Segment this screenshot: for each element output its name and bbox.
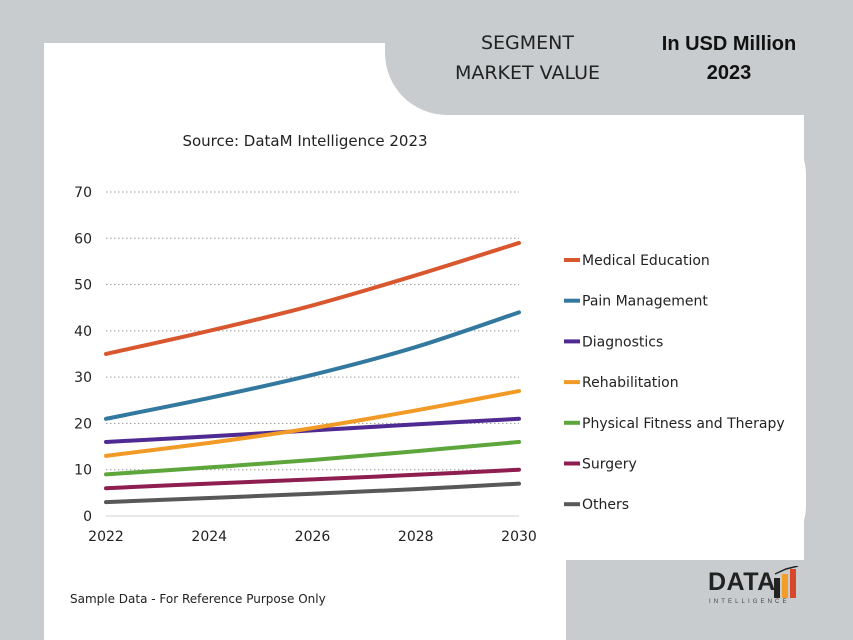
y-tick-label-10: 10 (74, 463, 92, 479)
segment-title-line-1: SEGMENT (480, 32, 574, 54)
x-tick-label-2026: 2026 (295, 529, 331, 545)
series-line-5 (104, 467, 521, 491)
series-line-3 (104, 389, 521, 458)
logo-bars-icon (774, 566, 799, 598)
legend-label-1: Pain Management (582, 294, 708, 310)
x-tick-label-2028: 2028 (398, 529, 434, 545)
series-line-1 (104, 310, 521, 421)
x-tick-label-2022: 2022 (88, 529, 124, 545)
y-tick-label-60: 60 (74, 231, 92, 247)
y-tick-label-20: 20 (74, 416, 92, 432)
legend-panel (566, 115, 806, 565)
y-tick-label-50: 50 (74, 278, 92, 294)
legend-label-6: Others (582, 497, 629, 513)
series-lines (104, 240, 521, 505)
legend-label-4: Physical Fitness and Therapy (582, 416, 785, 432)
y-axis-ticks: 0 10 20 30 40 50 60 70 (74, 185, 92, 525)
unit-title: In USD Million 2023 (648, 30, 810, 88)
x-axis-ticks: 2022 2024 2026 2028 2030 (88, 529, 537, 545)
legend-label-0: Medical Education (582, 253, 710, 269)
header-panel (385, 0, 853, 115)
source-note: Source: DataM Intelligence 2023 (182, 132, 428, 150)
legend: Medical Education Pain Management Diagnost… (564, 253, 785, 513)
footnote: Sample Data - For Reference Purpose Only (70, 592, 326, 606)
legend-label-2: Diagnostics (582, 334, 663, 350)
legend-label-3: Rehabilitation (582, 375, 679, 391)
series-line-6 (104, 481, 521, 505)
y-tick-label-30: 30 (74, 370, 92, 386)
segment-title-line-2: MARKET VALUE (454, 62, 601, 84)
legend-label-5: Surgery (582, 457, 637, 473)
y-tick-label-0: 0 (83, 509, 92, 525)
segment-title: SEGMENT MARKET VALUE (440, 28, 615, 88)
y-tick-label-40: 40 (74, 324, 92, 340)
corner-background (566, 560, 853, 640)
series-line-4 (104, 439, 521, 477)
unit-title-line-1: In USD Million (661, 33, 797, 55)
datam-logo: DATA INTELLIGENCE (708, 566, 802, 612)
series-line-2 (104, 416, 521, 444)
x-tick-label-2024: 2024 (191, 529, 227, 545)
logo-tagline: INTELLIGENCE (709, 599, 790, 605)
x-tick-label-2030: 2030 (501, 529, 537, 545)
unit-title-year: 2023 (706, 62, 752, 84)
y-tick-label-70: 70 (74, 185, 92, 201)
series-line-0 (104, 240, 521, 356)
logo-wordmark: DATA (708, 568, 776, 596)
